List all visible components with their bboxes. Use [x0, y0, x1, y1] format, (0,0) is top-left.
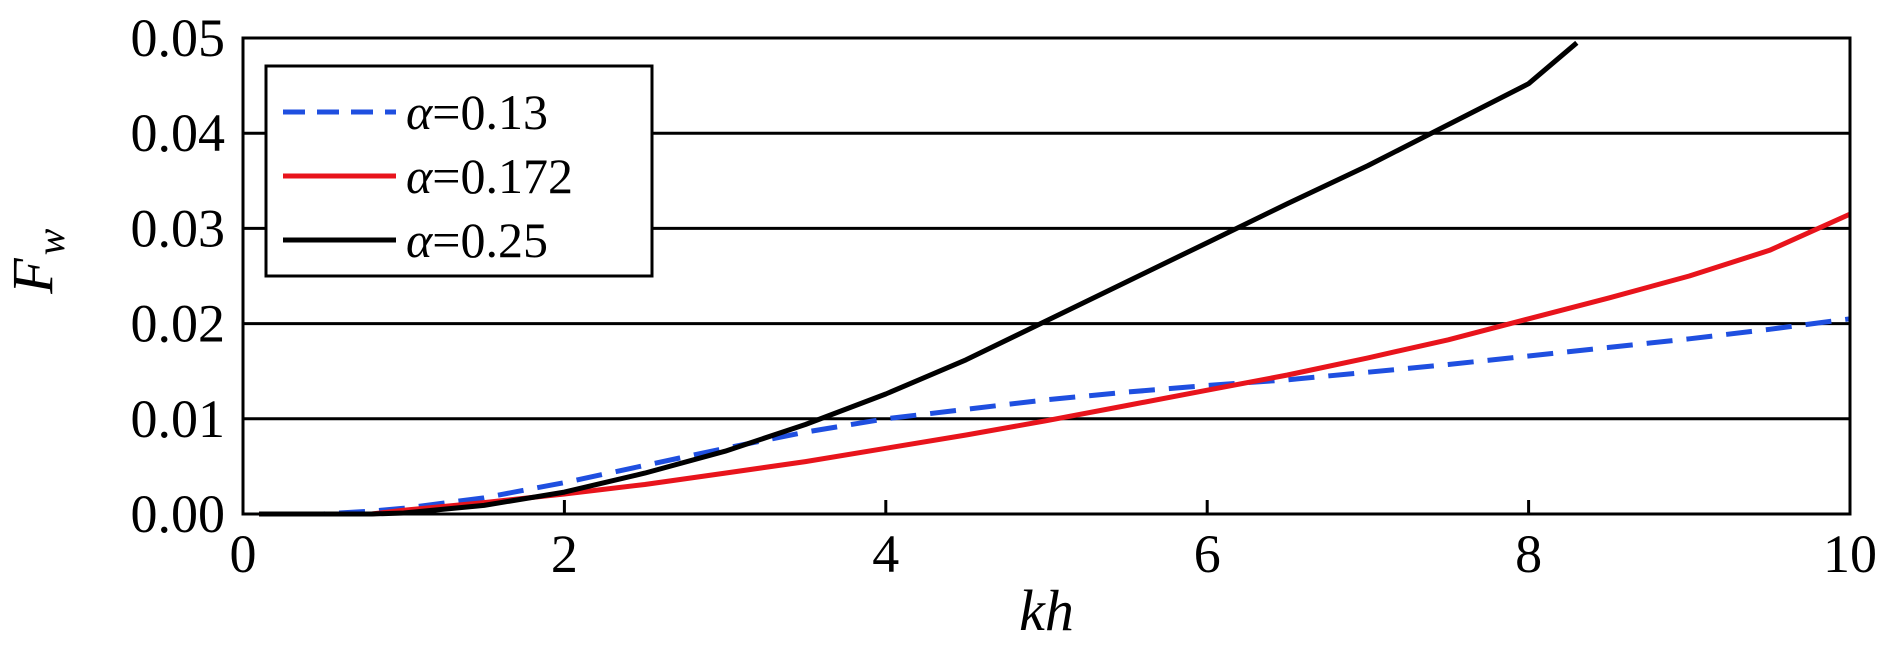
y-tick-label: 0.05 [131, 8, 226, 68]
x-tick-label: 0 [230, 524, 257, 584]
x-tick-label: 2 [551, 524, 578, 584]
x-axis-title: kh [1019, 578, 1074, 643]
y-tick-label: 0.00 [131, 484, 226, 544]
y-tick-label: 0.01 [131, 389, 226, 449]
legend-label: α=0.13 [406, 84, 548, 140]
x-axis: 0 2 4 6 8 10 [230, 500, 1877, 584]
y-tick-label: 0.03 [131, 198, 226, 258]
legend-label: α=0.172 [406, 148, 573, 204]
x-tick-label: 4 [872, 524, 899, 584]
series-line [259, 316, 1851, 517]
y-tick-label: 0.04 [131, 103, 226, 163]
y-axis-title: F w [0, 228, 73, 294]
y-axis-title-main: F [0, 258, 65, 295]
y-axis: 0.00 0.01 0.02 0.03 0.04 0.05 [131, 8, 226, 544]
x-tick-label: 6 [1194, 524, 1221, 584]
y-tick-label: 0.02 [131, 294, 226, 354]
plot-frame [241, 36, 1852, 516]
legend-label: α=0.25 [406, 212, 548, 268]
legend: α=0.13 α=0.172 α=0.25 [264, 64, 654, 278]
x-tick-label: 8 [1515, 524, 1542, 584]
x-tick-label: 10 [1823, 524, 1877, 584]
y-axis-title-subscript: w [28, 228, 73, 255]
series-line [259, 40, 1579, 517]
series-lines [259, 40, 1852, 517]
